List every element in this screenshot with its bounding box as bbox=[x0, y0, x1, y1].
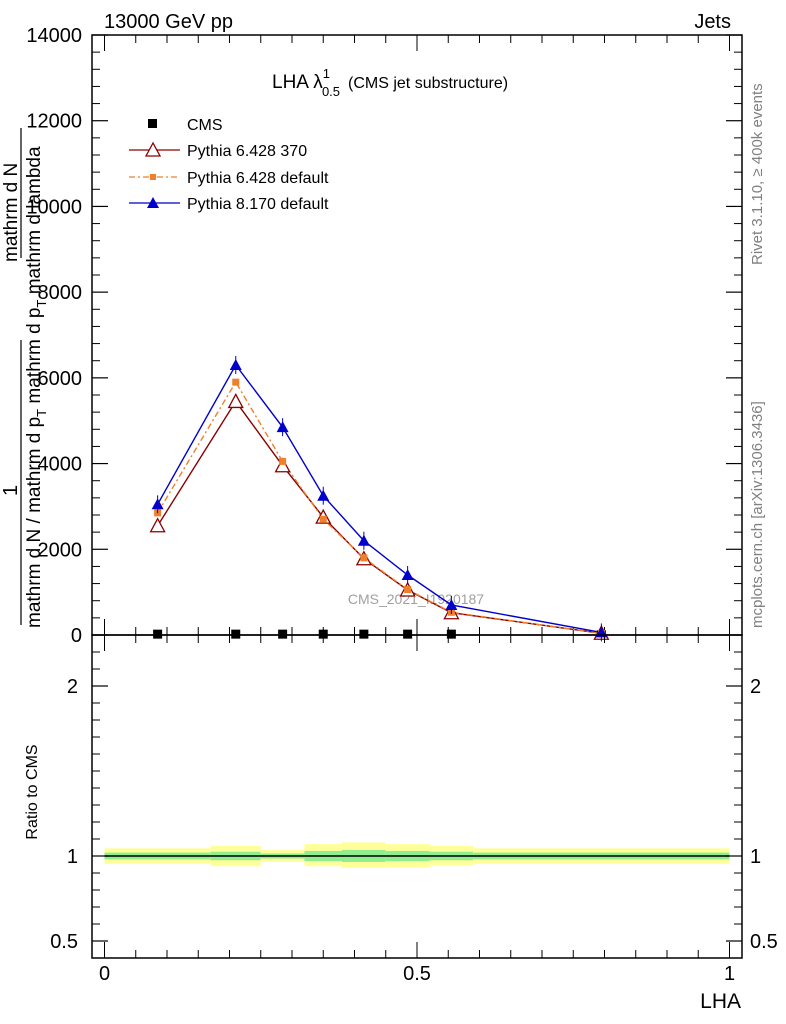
xtick-label: 0.5 bbox=[403, 963, 431, 985]
title-main: LHA λ bbox=[272, 72, 323, 93]
title-sub: 0.5 bbox=[322, 84, 340, 99]
main-ytick-label: 12000 bbox=[26, 111, 82, 133]
series-line-p6-default bbox=[157, 380, 602, 634]
legend-cms-label: CMS bbox=[187, 117, 223, 134]
point-p6-default-5 bbox=[404, 586, 412, 594]
point-cms-4 bbox=[359, 629, 369, 639]
header-right: Jets bbox=[694, 11, 731, 33]
ratio-ytick-label: 0.5 bbox=[50, 931, 78, 953]
main-ylabel: 1 mathrm d N mathrm d N / mathrm d pT ma… bbox=[0, 128, 49, 628]
point-p6-default-2 bbox=[279, 457, 287, 465]
legend-p6-370-marker bbox=[144, 141, 162, 157]
point-p8-2 bbox=[276, 421, 289, 433]
main-tick-labels: 0 2000 4000 6000 8000 10000 12000 14000 bbox=[26, 25, 82, 647]
main-ytick-label: 14000 bbox=[26, 25, 82, 47]
series-markers bbox=[149, 356, 610, 642]
ylabel-den3: mathrm d lambda bbox=[24, 146, 45, 300]
legend-cms-marker bbox=[148, 119, 157, 128]
legend-p8-label: Pythia 8.170 default bbox=[187, 196, 329, 213]
point-cms-6 bbox=[446, 629, 456, 639]
ratio-ytick-label: 1 bbox=[67, 846, 78, 868]
main-ytick-label: 2000 bbox=[38, 539, 83, 561]
main-ytick-label: 0 bbox=[71, 625, 82, 647]
series-lines bbox=[157, 363, 602, 634]
x-axis-label: LHA bbox=[700, 990, 741, 1013]
point-p8-1 bbox=[229, 359, 242, 370]
legend: CMS Pythia 6.428 370 Pythia 6.428 defaul… bbox=[129, 117, 329, 213]
ylabel-den: mathrm d N / mathrm d pT mathrm d pT mat… bbox=[24, 146, 49, 628]
ylabel-num: mathrm d N bbox=[1, 163, 22, 262]
legend-p6-default-marker bbox=[150, 174, 156, 180]
xtick-label: 0 bbox=[99, 963, 110, 985]
legend-p8-marker bbox=[147, 197, 159, 208]
ratio-frame bbox=[91, 634, 743, 959]
rivet-label: Rivet 3.1.10, ≥ 400k events bbox=[749, 83, 766, 265]
point-p8-6 bbox=[445, 599, 458, 610]
point-p8-4 bbox=[357, 534, 370, 546]
title-suffix: (CMS jet substructure) bbox=[348, 75, 508, 92]
ratio-ylabel: Ratio to CMS bbox=[24, 744, 41, 839]
header-left: 13000 GeV pp bbox=[104, 11, 233, 33]
main-ytick-label: 8000 bbox=[38, 282, 83, 304]
main-axis-ticks bbox=[92, 34, 742, 636]
main-ytick-label: 4000 bbox=[38, 454, 83, 476]
point-p6-default-1 bbox=[232, 378, 240, 386]
point-p8-3 bbox=[317, 489, 330, 501]
main-ytick-label: 6000 bbox=[38, 368, 83, 390]
ratio-ytick-label-right: 2 bbox=[750, 676, 761, 698]
point-p6-default-4 bbox=[360, 554, 368, 562]
point-p6-370-1 bbox=[227, 393, 244, 409]
point-p8-5 bbox=[401, 569, 414, 580]
point-cms-0 bbox=[153, 629, 163, 639]
title-sup: 1 bbox=[323, 66, 330, 81]
ratio-tick-labels: 0.5 0.5 1 1 2 2 0 0.5 1 bbox=[50, 676, 778, 985]
point-cms-5 bbox=[403, 629, 413, 639]
ylabel-den-sub: T bbox=[34, 409, 49, 417]
point-cms-2 bbox=[278, 629, 288, 639]
ylabel-den-text: mathrm d N / mathrm d p bbox=[24, 417, 45, 628]
ylabel-one: 1 bbox=[0, 485, 22, 496]
ratio-axis-ticks bbox=[92, 635, 742, 958]
point-cms-1 bbox=[231, 629, 241, 639]
point-p8-0 bbox=[151, 498, 164, 510]
ratio-bands bbox=[104, 842, 730, 868]
series-line-p8 bbox=[157, 363, 602, 634]
mcplots-label: mcplots.cern.ch [arXiv:1306.3436] bbox=[749, 401, 766, 628]
point-p6-default-3 bbox=[319, 515, 327, 523]
ylabel-den2-sub: T bbox=[34, 300, 49, 308]
point-cms-3 bbox=[318, 629, 328, 639]
ratio-ytick-label-right: 0.5 bbox=[750, 931, 778, 953]
legend-p6-370-label: Pythia 6.428 370 bbox=[187, 143, 307, 160]
legend-p6-default-label: Pythia 6.428 default bbox=[187, 170, 329, 187]
point-p6-370-2 bbox=[274, 457, 291, 473]
xtick-label: 1 bbox=[724, 963, 735, 985]
ylabel-den2: mathrm d p bbox=[24, 308, 45, 409]
main-ytick-label: 10000 bbox=[26, 196, 82, 218]
ratio-ytick-label-right: 1 bbox=[750, 846, 761, 868]
ratio-ytick-label: 2 bbox=[67, 676, 78, 698]
plot-title: LHA λ1 0.5 (CMS jet substructure) bbox=[272, 66, 508, 99]
point-p6-370-0 bbox=[149, 517, 166, 533]
